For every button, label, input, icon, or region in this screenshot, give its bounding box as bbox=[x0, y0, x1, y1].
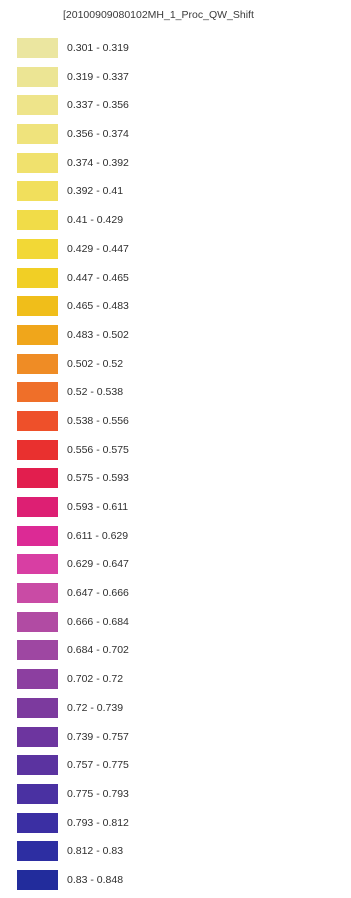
legend-swatch bbox=[17, 583, 58, 604]
legend-swatch bbox=[17, 812, 58, 833]
legend-range-label: 0.775 - 0.793 bbox=[67, 787, 129, 800]
legend-range-label: 0.793 - 0.812 bbox=[67, 816, 129, 829]
legend-range-label: 0.483 - 0.502 bbox=[67, 328, 129, 341]
legend-item: 0.72 - 0.739 bbox=[0, 697, 351, 726]
legend-item: 0.684 - 0.702 bbox=[0, 639, 351, 668]
legend-swatch bbox=[17, 468, 58, 489]
legend-swatch bbox=[17, 640, 58, 661]
legend-range-label: 0.502 - 0.52 bbox=[67, 357, 124, 370]
legend-item: 0.702 - 0.72 bbox=[0, 668, 351, 697]
legend-swatch bbox=[17, 755, 58, 776]
legend-swatch bbox=[17, 697, 58, 718]
legend-swatch bbox=[17, 611, 58, 632]
legend-item: 0.301 - 0.319 bbox=[0, 37, 351, 66]
legend-range-label: 0.429 - 0.447 bbox=[67, 242, 129, 255]
legend-item: 0.429 - 0.447 bbox=[0, 238, 351, 267]
legend-item: 0.556 - 0.575 bbox=[0, 439, 351, 468]
legend-range-label: 0.83 - 0.848 bbox=[67, 873, 124, 886]
legend-range-label: 0.538 - 0.556 bbox=[67, 414, 129, 427]
legend-swatch bbox=[17, 669, 58, 690]
legend-range-label: 0.647 - 0.666 bbox=[67, 587, 129, 600]
legend-range-label: 0.356 - 0.374 bbox=[67, 128, 129, 141]
legend-item: 0.337 - 0.356 bbox=[0, 94, 351, 123]
legend-swatch bbox=[17, 296, 58, 317]
legend-item: 0.775 - 0.793 bbox=[0, 783, 351, 812]
legend-item: 0.666 - 0.684 bbox=[0, 611, 351, 640]
legend-swatch bbox=[17, 783, 58, 804]
legend-item: 0.502 - 0.52 bbox=[0, 353, 351, 382]
legend-range-label: 0.684 - 0.702 bbox=[67, 644, 129, 657]
legend-swatch bbox=[17, 439, 58, 460]
legend-item: 0.647 - 0.666 bbox=[0, 582, 351, 611]
legend-range-label: 0.447 - 0.465 bbox=[67, 271, 129, 284]
legend-swatch bbox=[17, 353, 58, 374]
legend-swatch bbox=[17, 841, 58, 862]
legend-range-label: 0.41 - 0.429 bbox=[67, 214, 124, 227]
legend-item: 0.41 - 0.429 bbox=[0, 209, 351, 238]
legend-swatch bbox=[17, 525, 58, 546]
legend-item: 0.356 - 0.374 bbox=[0, 123, 351, 152]
legend-swatch bbox=[17, 869, 58, 890]
legend-range-label: 0.374 - 0.392 bbox=[67, 156, 129, 169]
legend-range-label: 0.739 - 0.757 bbox=[67, 730, 129, 743]
legend-swatch bbox=[17, 38, 58, 58]
legend-item: 0.739 - 0.757 bbox=[0, 726, 351, 755]
legend-swatch bbox=[17, 95, 58, 116]
legend-swatch bbox=[17, 210, 58, 231]
legend-range-label: 0.52 - 0.538 bbox=[67, 386, 124, 399]
legend-swatch bbox=[17, 152, 58, 173]
legend-range-label: 0.301 - 0.319 bbox=[67, 42, 129, 54]
legend-swatch bbox=[17, 554, 58, 575]
legend-item: 0.52 - 0.538 bbox=[0, 381, 351, 410]
legend-swatch bbox=[17, 181, 58, 202]
legend-range-label: 0.72 - 0.739 bbox=[67, 701, 124, 714]
legend-item: 0.757 - 0.775 bbox=[0, 754, 351, 783]
legend-swatch bbox=[17, 726, 58, 747]
legend-range-label: 0.666 - 0.684 bbox=[67, 615, 129, 628]
legend-range-label: 0.593 - 0.611 bbox=[67, 501, 129, 513]
legend-range-label: 0.319 - 0.337 bbox=[67, 70, 129, 83]
legend-range-label: 0.575 - 0.593 bbox=[67, 472, 129, 485]
legend-item: 0.593 - 0.611 bbox=[0, 496, 351, 525]
legend-range-label: 0.812 - 0.83 bbox=[67, 845, 124, 858]
legend-swatch bbox=[17, 124, 58, 145]
legend-range-label: 0.757 - 0.775 bbox=[67, 759, 129, 772]
legend-swatch bbox=[17, 497, 58, 517]
legend-swatch bbox=[17, 382, 58, 403]
legend-item: 0.447 - 0.465 bbox=[0, 267, 351, 296]
legend-range-label: 0.465 - 0.483 bbox=[67, 300, 129, 313]
legend-item: 0.812 - 0.83 bbox=[0, 840, 351, 869]
legend-item: 0.793 - 0.812 bbox=[0, 812, 351, 841]
legend-range-label: 0.629 - 0.647 bbox=[67, 558, 129, 571]
legend-swatch bbox=[17, 267, 58, 288]
legend-swatch bbox=[17, 238, 58, 259]
legend-swatch bbox=[17, 66, 58, 87]
legend-title: [20100909080102MH_1_Proc_QW_Shift bbox=[63, 9, 254, 21]
legend-range-label: 0.392 - 0.41 bbox=[67, 185, 124, 198]
legend-item: 0.538 - 0.556 bbox=[0, 410, 351, 439]
legend-item: 0.83 - 0.848 bbox=[0, 869, 351, 898]
legend-item: 0.575 - 0.593 bbox=[0, 467, 351, 496]
legend-range-label: 0.337 - 0.356 bbox=[67, 99, 129, 112]
legend-item: 0.392 - 0.41 bbox=[0, 180, 351, 209]
legend-item: 0.465 - 0.483 bbox=[0, 295, 351, 324]
legend-range-label: 0.702 - 0.72 bbox=[67, 673, 124, 686]
legend-item: 0.483 - 0.502 bbox=[0, 324, 351, 353]
legend-item: 0.629 - 0.647 bbox=[0, 553, 351, 582]
legend-range-label: 0.611 - 0.629 bbox=[67, 529, 129, 542]
legend-item: 0.319 - 0.337 bbox=[0, 66, 351, 95]
legend-swatch bbox=[17, 324, 58, 345]
legend-swatch bbox=[17, 410, 58, 431]
legend-item: 0.374 - 0.392 bbox=[0, 152, 351, 181]
legend-item: 0.611 - 0.629 bbox=[0, 525, 351, 554]
legend-list: 0.301 - 0.319 0.319 - 0.337 0.337 - 0.356 0… bbox=[0, 37, 351, 898]
legend-range-label: 0.556 - 0.575 bbox=[67, 443, 129, 456]
